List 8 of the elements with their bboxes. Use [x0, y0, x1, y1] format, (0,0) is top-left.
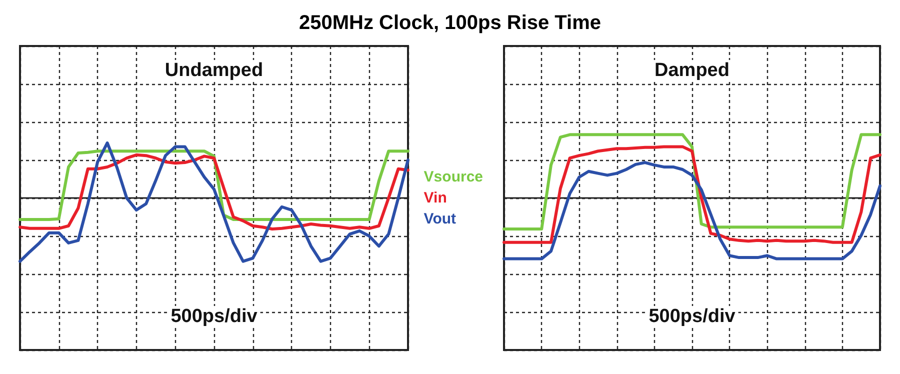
series-label: Vout [424, 210, 456, 228]
x-axis-title: 500ps/div [170, 306, 258, 327]
chart-subtitle: Undamped [164, 60, 264, 81]
series-label: Vsource [424, 168, 484, 186]
chart-subtitle: Damped [654, 60, 730, 81]
series-label: Vin [424, 190, 447, 206]
text: 250MHz Clock, 100ps Rise Time [298, 11, 602, 36]
x-axis-title: 500ps/div [648, 306, 736, 327]
